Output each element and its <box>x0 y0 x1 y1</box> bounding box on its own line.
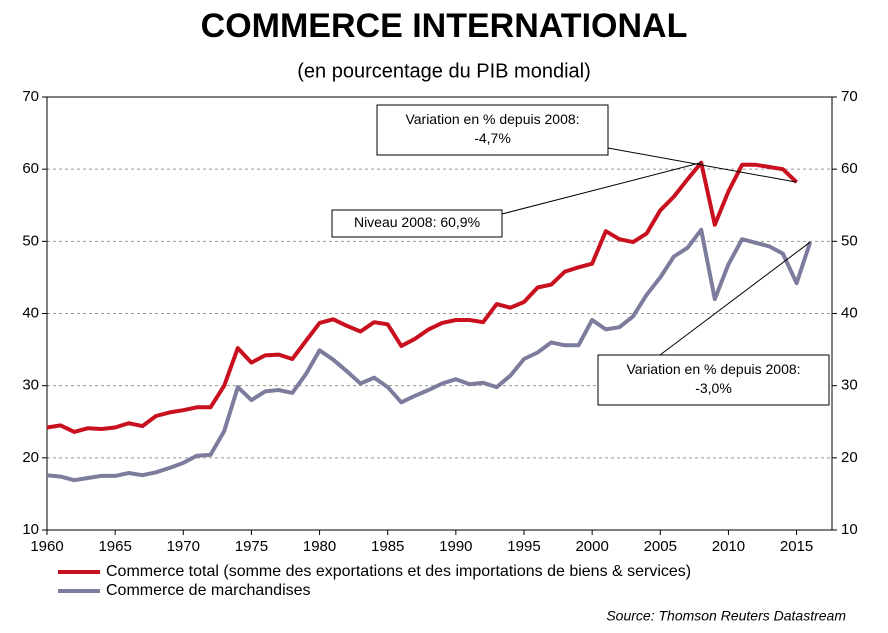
x-tick-label: 1990 <box>439 538 472 555</box>
y-tick-label: 50 <box>22 232 39 249</box>
x-tick-label: 1995 <box>507 538 540 555</box>
source: Source: Thomson Reuters Datastream <box>606 608 846 624</box>
annotation-text: Variation en % depuis 2008: <box>626 361 800 377</box>
x-tick-label: 2015 <box>780 538 813 555</box>
y2-tick-label: 30 <box>841 377 858 394</box>
x-tick-label: 1970 <box>167 538 200 555</box>
x-tick-label: 1985 <box>371 538 404 555</box>
y-tick-label: 40 <box>22 304 39 321</box>
chart-subtitle: (en pourcentage du PIB mondial) <box>297 60 591 82</box>
y2-tick-label: 40 <box>841 304 858 321</box>
chart-title: COMMERCE INTERNATIONAL <box>201 7 688 45</box>
y-tick-label: 60 <box>22 160 39 177</box>
x-tick-label: 2000 <box>575 538 608 555</box>
annotation-text: -3,0% <box>695 380 732 396</box>
legend-label: Commerce de marchandises <box>106 582 311 599</box>
x-tick-label: 2010 <box>712 538 745 555</box>
series-line <box>46 227 813 483</box>
annotation-text: Variation en % depuis 2008: <box>405 111 579 127</box>
y-tick-label: 30 <box>22 377 39 394</box>
annotation-text: -4,7% <box>474 130 511 146</box>
y2-tick-label: 70 <box>841 88 858 105</box>
y2-tick-label: 10 <box>841 521 858 538</box>
annotation-text: Niveau 2008: 60,9% <box>354 214 480 230</box>
annotation-box <box>331 209 503 238</box>
annotation-box <box>597 354 830 406</box>
legend-label: Commerce total (somme des exportations e… <box>106 563 691 580</box>
y-tick-label: 70 <box>22 88 39 105</box>
plot-frame <box>46 96 833 531</box>
series-line <box>46 160 798 434</box>
y2-tick-label: 60 <box>841 160 858 177</box>
x-tick-label: 1965 <box>98 538 131 555</box>
y-tick-label: 20 <box>22 449 39 466</box>
x-tick-label: 1975 <box>235 538 268 555</box>
leader-line <box>501 162 702 215</box>
leader-line <box>607 147 797 183</box>
annotation-box <box>376 104 609 156</box>
leader-line <box>659 241 811 356</box>
x-tick-label: 1960 <box>30 538 63 555</box>
x-tick-label: 2005 <box>644 538 677 555</box>
x-tick-label: 1980 <box>303 538 336 555</box>
y2-tick-label: 50 <box>841 232 858 249</box>
y-tick-label: 10 <box>22 521 39 538</box>
y2-tick-label: 20 <box>841 449 858 466</box>
